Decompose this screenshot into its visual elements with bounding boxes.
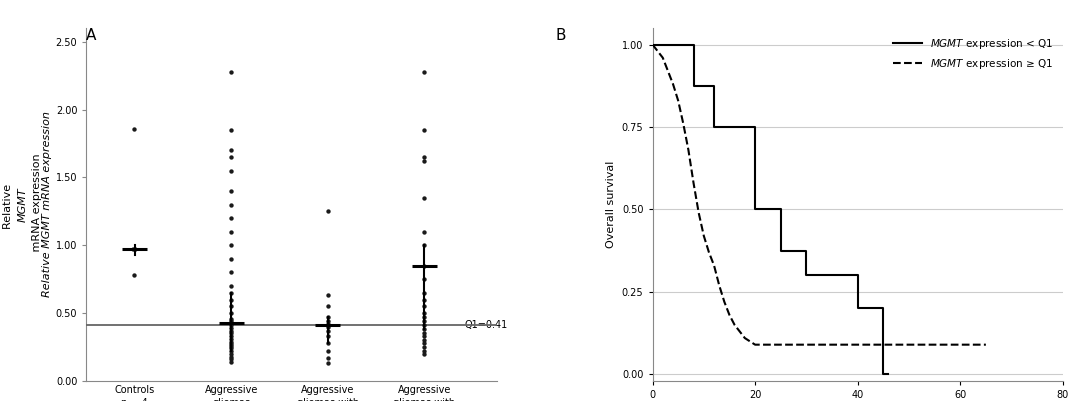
Point: [222, 201, 240, 208]
Point: [415, 290, 433, 296]
Point: [415, 303, 433, 310]
Point: [222, 147, 240, 154]
Point: [222, 127, 240, 133]
Point: [319, 333, 337, 339]
Point: [222, 356, 240, 363]
Point: [415, 344, 433, 350]
Text: A: A: [86, 28, 97, 43]
Point: [415, 194, 433, 201]
Point: [222, 342, 240, 349]
Point: [415, 333, 433, 339]
Point: [319, 208, 337, 215]
Point: [222, 296, 240, 303]
Point: [319, 340, 337, 346]
Point: [222, 330, 240, 337]
Point: [222, 319, 240, 326]
Point: [222, 359, 240, 365]
Point: [319, 322, 337, 328]
Point: [415, 276, 433, 282]
Point: [125, 272, 142, 278]
Point: [319, 354, 337, 361]
Point: [124, 246, 141, 253]
Text: Q1=0.41: Q1=0.41: [465, 320, 508, 330]
Point: [222, 328, 240, 334]
Point: [415, 348, 433, 354]
Legend: $\mathit{MGMT}$ expression < Q1, $\mathit{MGMT}$ expression ≥ Q1: $\mathit{MGMT}$ expression < Q1, $\mathi…: [889, 33, 1057, 75]
Text: B: B: [556, 28, 566, 43]
Point: [222, 310, 240, 316]
Point: [125, 125, 142, 132]
Point: [222, 338, 240, 345]
Point: [222, 269, 240, 275]
Point: [415, 262, 433, 269]
Point: [222, 283, 240, 289]
Point: [415, 337, 433, 343]
Point: [222, 325, 240, 331]
Point: [415, 322, 433, 328]
Text: Relative: Relative: [3, 180, 13, 229]
Point: [222, 154, 240, 160]
Point: [222, 290, 240, 296]
Point: [222, 348, 240, 354]
Point: [319, 314, 337, 320]
Y-axis label: Overall survival: Overall survival: [606, 161, 616, 248]
Point: [222, 322, 240, 328]
Text: mRNA expression: mRNA expression: [32, 154, 42, 255]
Point: [222, 229, 240, 235]
Point: [222, 315, 240, 322]
Point: [222, 68, 240, 75]
Point: [222, 242, 240, 249]
Point: [319, 318, 337, 324]
Point: [222, 336, 240, 342]
Point: [222, 333, 240, 339]
Point: [415, 229, 433, 235]
Point: [415, 127, 433, 133]
Point: [319, 321, 337, 327]
Point: [319, 360, 337, 367]
Point: [222, 215, 240, 221]
Point: [222, 303, 240, 310]
Point: [319, 328, 337, 334]
Point: [222, 255, 240, 262]
Text: MGMT: MGMT: [17, 187, 28, 222]
Point: [415, 350, 433, 357]
Point: [415, 310, 433, 316]
Point: [319, 348, 337, 354]
Point: [222, 167, 240, 174]
Point: [222, 188, 240, 194]
Point: [222, 353, 240, 360]
Point: [222, 350, 240, 357]
Point: [222, 318, 240, 324]
Point: [415, 158, 433, 164]
Point: [415, 68, 433, 75]
Point: [127, 246, 145, 253]
Point: [415, 314, 433, 320]
Point: [415, 154, 433, 160]
Point: [415, 340, 433, 346]
Point: [319, 303, 337, 310]
Y-axis label: Relative MGMT mRNA expression: Relative MGMT mRNA expression: [41, 111, 52, 298]
Point: [415, 330, 433, 337]
Point: [415, 326, 433, 332]
Point: [319, 292, 337, 299]
Point: [415, 242, 433, 249]
Point: [222, 341, 240, 348]
Point: [415, 318, 433, 324]
Point: [222, 345, 240, 352]
Point: [415, 296, 433, 303]
Point: [319, 324, 337, 330]
